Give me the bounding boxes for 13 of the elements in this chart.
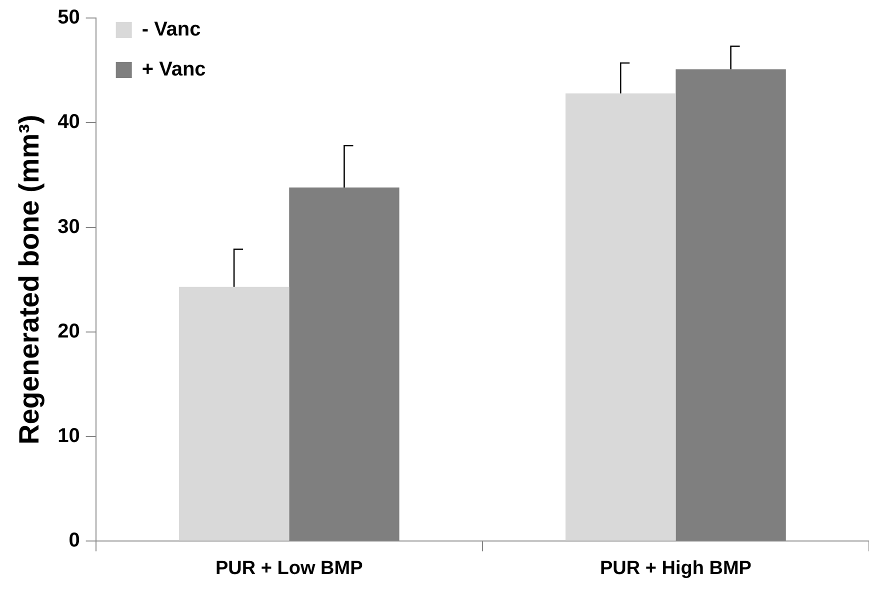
legend-label: + Vanc <box>142 58 206 81</box>
y-tick-label: 50 <box>58 6 80 29</box>
y-tick-label: 10 <box>58 425 80 448</box>
bar <box>566 93 676 541</box>
y-tick-label: 20 <box>58 320 80 342</box>
legend-label: - Vanc <box>142 18 201 41</box>
x-tick-label: PUR + Low BMP <box>216 558 364 579</box>
bar <box>178 286 290 541</box>
y-axis-title: Regenerated bone (mm³) <box>14 114 45 445</box>
y-tick-label: 0 <box>68 530 80 552</box>
y-tick-label: 30 <box>58 216 80 238</box>
x-tick-label: PUR + High BMP <box>600 558 752 579</box>
y-tick-label: 40 <box>58 111 80 134</box>
